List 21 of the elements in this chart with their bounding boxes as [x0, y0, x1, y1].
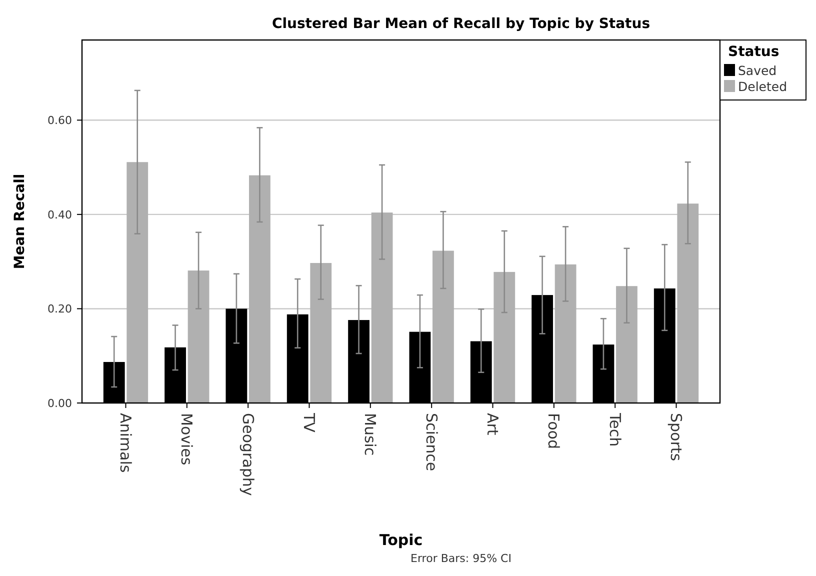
legend-title: Status	[728, 44, 780, 60]
x-tick-label: Geography	[238, 413, 257, 496]
x-tick-label: Art	[484, 413, 502, 436]
y-tick-label: 0.40	[48, 208, 72, 222]
y-axis-title: Mean Recall	[12, 174, 28, 270]
y-tick-label: 0.60	[48, 114, 72, 127]
chart-title: Clustered Bar Mean of Recall by Topic by Status	[272, 16, 650, 32]
x-tick-label: Music	[361, 413, 380, 456]
x-tick-label: Animals	[116, 413, 134, 473]
y-tick-label: 0.20	[48, 302, 72, 316]
legend-label: Deleted	[738, 79, 788, 94]
x-tick-label: TV	[300, 412, 318, 434]
x-tick-label: Tech	[606, 412, 624, 447]
legend-label: Saved	[738, 63, 777, 78]
x-axis-title: Topic	[379, 531, 423, 549]
x-tick-label: Science	[422, 413, 440, 472]
x-tick-label: Food	[544, 413, 563, 449]
text: Error Bars: 95% CI	[410, 552, 512, 565]
x-tick-label: Movies	[178, 413, 196, 466]
y-tick-label: 0.00	[48, 396, 72, 410]
x-tick-label: Sports	[667, 413, 686, 462]
